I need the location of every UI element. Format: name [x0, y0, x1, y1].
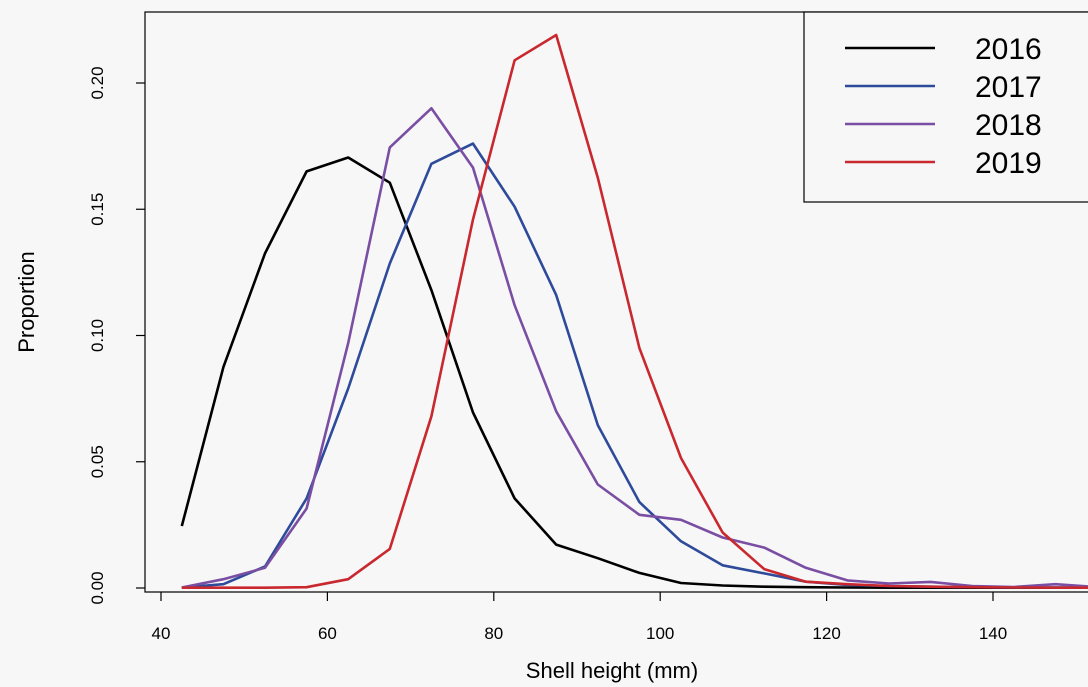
legend-label-2017: 2017	[975, 71, 1042, 104]
legend-box	[803, 11, 1088, 203]
y-tick-label: 0.20	[88, 66, 107, 99]
plot-border	[144, 11, 1088, 593]
series-line-2019	[181, 33, 1088, 590]
x-axis-title: Shell height (mm)	[526, 658, 698, 683]
legend: 2016 2017 2018 2019	[803, 11, 1088, 203]
x-tick-label: 140	[979, 624, 1007, 643]
y-tick-label: 0.15	[88, 193, 107, 226]
y-tick-label: 0.05	[88, 445, 107, 478]
y-tick-label: 0.10	[88, 319, 107, 352]
y-tick-label: 0.00	[88, 571, 107, 604]
x-tick-label: 60	[318, 624, 337, 643]
series-line-2018	[181, 107, 1088, 589]
plot-frame	[144, 11, 1088, 593]
legend-label-2018: 2018	[975, 109, 1042, 142]
legend-label-2019: 2019	[975, 147, 1042, 180]
y-axis: 0.00 0.05 0.10 0.15 0.20	[88, 66, 145, 605]
x-tick-label: 40	[152, 624, 171, 643]
y-axis-title: Proportion	[14, 251, 39, 353]
legend-label-2016: 2016	[975, 33, 1042, 66]
x-tick-label: 100	[646, 624, 674, 643]
x-tick-label: 120	[812, 624, 840, 643]
x-tick-label: 80	[484, 624, 503, 643]
x-axis: 40 60 80 100 120 140	[152, 592, 1007, 643]
series-lines	[180, 33, 1088, 590]
